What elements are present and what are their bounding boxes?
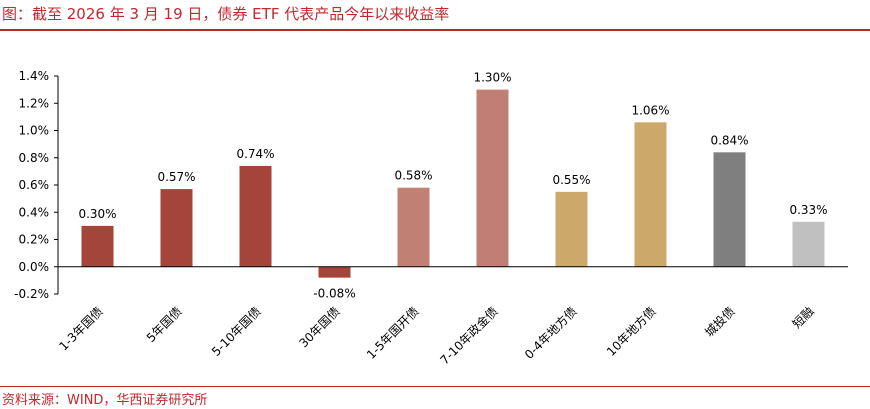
- data-label: 0.55%: [552, 173, 590, 187]
- y-tick-label: -0.2%: [14, 287, 49, 301]
- y-tick-label: 1.4%: [19, 69, 50, 83]
- category-labels-group: 1-3年国债 5年国债 5-10年国债 30年国债 1-5年国开债 7-10年政金债 0-4…: [56, 304, 816, 368]
- data-label: 0.58%: [394, 169, 432, 183]
- bar: [634, 122, 667, 267]
- bar: [713, 152, 746, 267]
- data-label: 0.74%: [236, 147, 274, 161]
- bar: [160, 189, 193, 267]
- category-label: 5年国债: [144, 304, 185, 345]
- source-note: 资料来源：WIND，华西证券研究所: [2, 393, 208, 408]
- data-label: 0.33%: [789, 203, 827, 217]
- data-label: 0.84%: [710, 133, 748, 147]
- y-axis: -0.2% 0.0% 0.2% 0.4% 0.6% 0.8% 1.0% 1.2% 1.4%: [14, 69, 59, 301]
- bar: [476, 89, 509, 267]
- data-label: 0.30%: [78, 207, 116, 221]
- data-label: 0.57%: [157, 170, 195, 184]
- category-label: 7-10年政金债: [437, 304, 501, 368]
- top-rule: [0, 29, 870, 31]
- y-tick-label: 0.8%: [19, 151, 50, 165]
- bottom-rule: [0, 386, 870, 387]
- data-label: 1.06%: [631, 103, 669, 117]
- bar: [239, 165, 272, 267]
- bar: [81, 225, 114, 267]
- bar-chart: -0.2% 0.0% 0.2% 0.4% 0.6% 0.8% 1.0% 1.2% 1.4% 0.…: [14, 69, 848, 368]
- figure-title: 图：截至 2026 年 3 月 19 日，债券 ETF 代表产品今年以来收益率: [2, 5, 450, 23]
- category-label: 30年国债: [296, 304, 342, 350]
- data-label: 1.30%: [473, 71, 511, 85]
- category-label: 城投债: [702, 304, 738, 340]
- data-labels-group: 0.30% 0.57% 0.74% -0.08% 0.58% 1.30% 0.55% 1.06…: [78, 71, 827, 301]
- y-tick-label: 0.6%: [19, 178, 50, 192]
- category-label: 0-4年地方债: [521, 304, 579, 362]
- category-label: 5-10年国债: [209, 304, 264, 359]
- bar: [792, 221, 825, 267]
- bars-group: [81, 89, 825, 278]
- category-label: 1-5年国开债: [364, 304, 422, 362]
- y-tick-label: 1.2%: [19, 96, 50, 110]
- data-label: -0.08%: [313, 287, 355, 301]
- y-tick-label: 0.4%: [19, 205, 50, 219]
- bar: [555, 191, 588, 267]
- category-label: 短融: [790, 304, 817, 331]
- bar: [397, 187, 430, 267]
- category-label: 1-3年国债: [56, 304, 105, 353]
- y-tick-label: 0.2%: [19, 233, 50, 247]
- bar: [318, 266, 351, 278]
- y-tick-label: 0.0%: [19, 260, 50, 274]
- category-label: 10年地方债: [603, 304, 658, 359]
- y-tick-label: 1.0%: [19, 124, 50, 138]
